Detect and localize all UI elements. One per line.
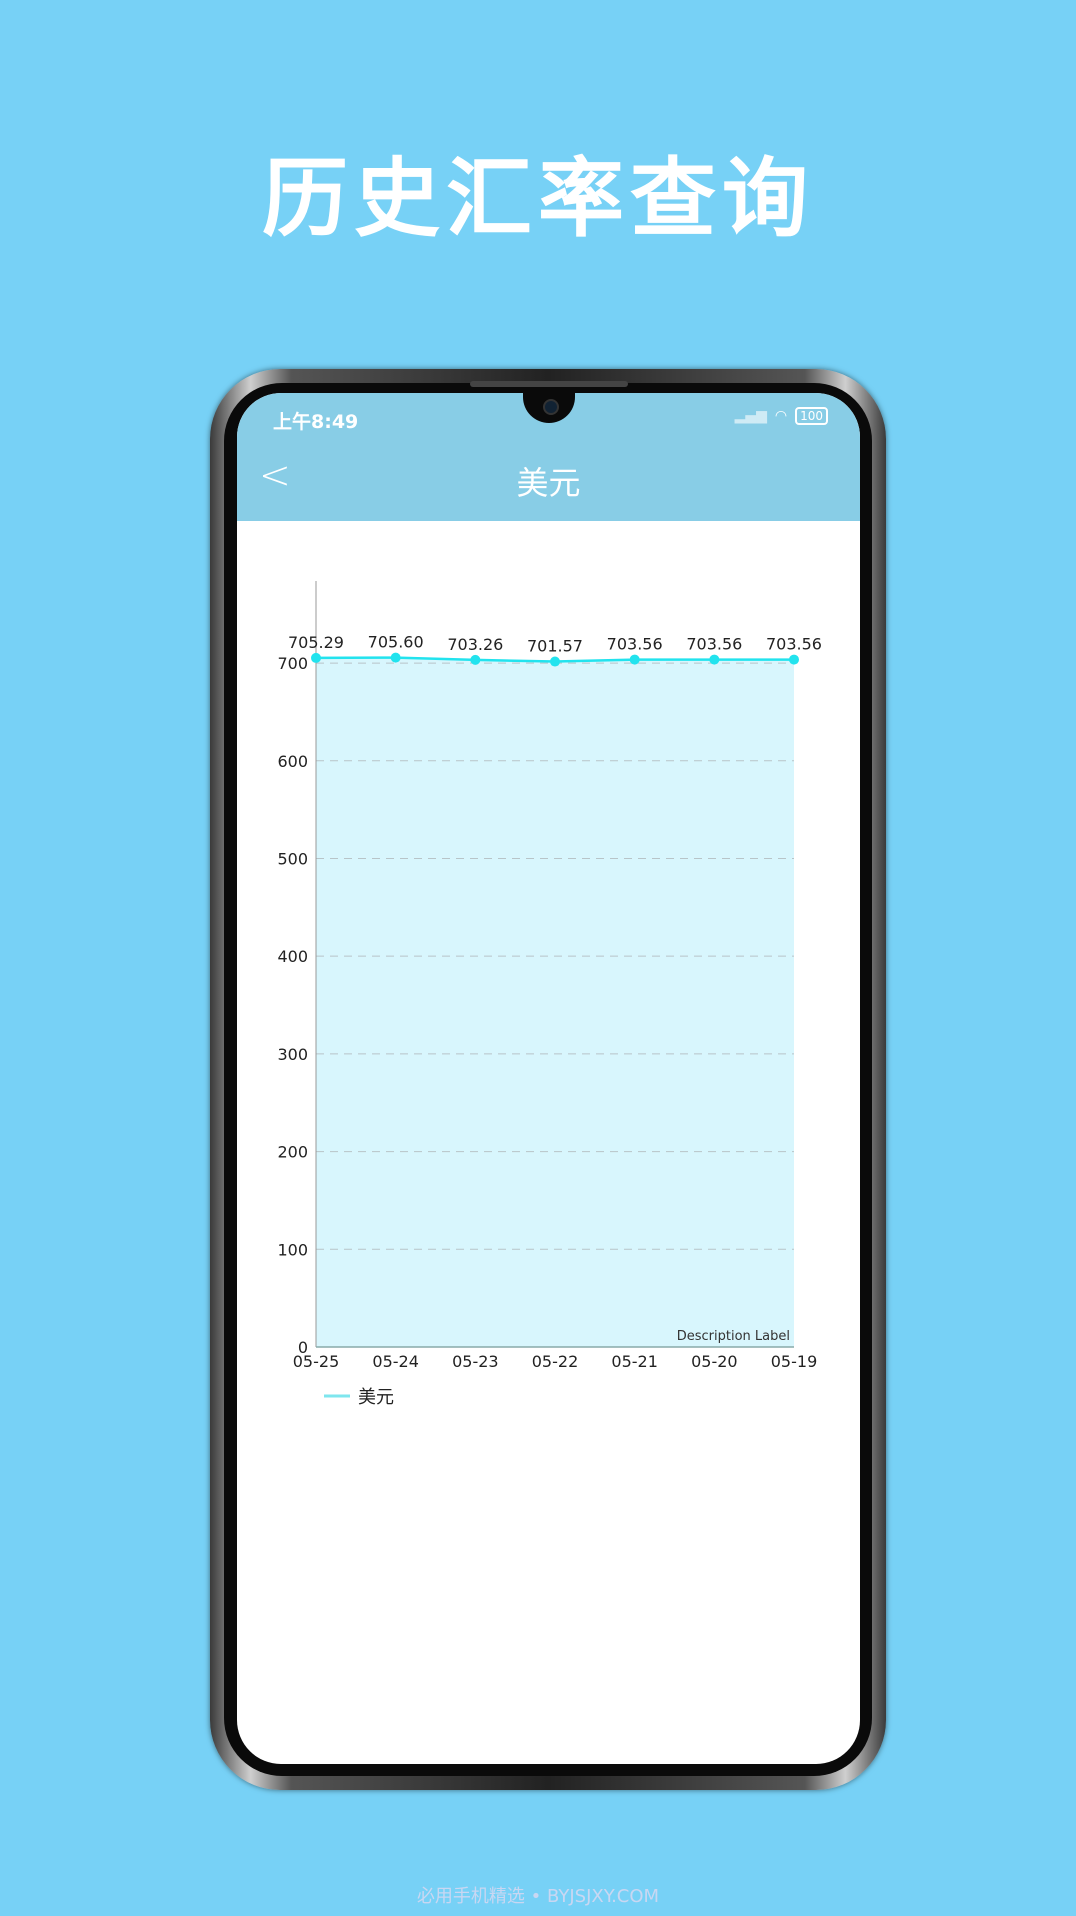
y-tick-label: 200 — [277, 1143, 308, 1162]
signal-icon: ▂▄▆ — [734, 408, 767, 424]
y-tick-label: 300 — [277, 1045, 308, 1064]
y-tick-label: 100 — [277, 1240, 308, 1259]
chevron-left-icon[interactable]: < — [259, 453, 291, 497]
camera-icon — [543, 399, 559, 415]
data-point — [390, 652, 401, 663]
x-tick-label: 05-24 — [372, 1352, 419, 1371]
data-label: 703.56 — [766, 635, 822, 654]
area-fill — [316, 657, 794, 1347]
x-tick-label: 05-25 — [293, 1352, 340, 1371]
data-point — [629, 654, 640, 665]
data-label: 703.56 — [686, 635, 742, 654]
x-tick-label: 05-19 — [771, 1352, 818, 1371]
data-label: 705.29 — [288, 633, 344, 652]
data-label: 703.56 — [607, 635, 663, 654]
data-point — [550, 656, 560, 667]
y-tick-label: 500 — [277, 849, 308, 868]
y-tick-label: 0 — [298, 1338, 308, 1357]
headline: 历史汇率查询 — [262, 149, 814, 249]
x-tick-label: 05-23 — [452, 1352, 499, 1371]
x-tick-label: 05-22 — [532, 1352, 579, 1371]
y-tick-label: 700 — [277, 654, 308, 673]
x-tick-label: 05-21 — [611, 1352, 658, 1371]
legend-label: 美元 — [358, 1387, 394, 1408]
watermark: 必用手机精选 • BYJSJXY.COM — [416, 1886, 660, 1907]
x-tick-label: 05-20 — [691, 1352, 738, 1371]
data-label: 705.60 — [368, 633, 424, 652]
data-point — [470, 654, 481, 665]
data-label: 703.26 — [447, 635, 503, 654]
data-label: 701.57 — [527, 637, 583, 656]
battery-icon: 100 — [795, 407, 828, 425]
wifi-icon: ◠ — [774, 408, 788, 424]
status-time: 上午8:49 — [273, 411, 359, 433]
y-tick-label: 400 — [277, 947, 308, 966]
page-title: 美元 — [516, 464, 581, 502]
description-label: Description Label — [677, 1329, 790, 1344]
y-tick-label: 600 — [277, 752, 308, 771]
data-point — [311, 652, 321, 663]
data-point — [709, 654, 720, 665]
app-header: 上午8:49 ▂▄▆ ◠ 100 < 美元 — [237, 393, 860, 521]
status-icons: ▂▄▆ ◠ 100 — [735, 407, 828, 425]
speaker — [470, 381, 628, 387]
data-point — [789, 654, 799, 665]
